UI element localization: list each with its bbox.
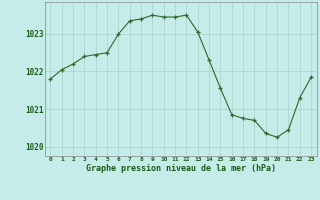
X-axis label: Graphe pression niveau de la mer (hPa): Graphe pression niveau de la mer (hPa)	[86, 164, 276, 173]
